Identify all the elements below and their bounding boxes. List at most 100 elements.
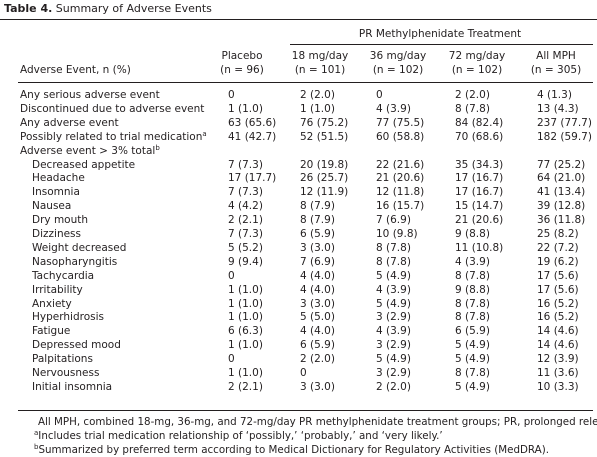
cell: 21 (20.6) [376, 172, 425, 185]
title-label: Table 4. [4, 2, 53, 15]
cell: 8 (7.9) [300, 214, 335, 227]
column-header: 36 mg/day [369, 50, 427, 62]
row-label: Weight decreased [32, 242, 126, 255]
cell: 4 (1.3) [537, 89, 572, 101]
cell: 17 (5.6) [537, 283, 579, 296]
section-label: Adverse event > 3% totalb [20, 143, 160, 158]
column-n: (n = 102) [372, 64, 424, 76]
row-label-text: Fatigue [32, 325, 71, 338]
row-label: Tachycardia [32, 270, 94, 283]
table-title: Table 4. Summary of Adverse Events [4, 2, 212, 15]
row-label: Any adverse event [20, 117, 119, 130]
cell: 6 (6.3) [228, 325, 263, 338]
column-header: 72 mg/day [448, 50, 506, 62]
cell: 0 [376, 89, 383, 101]
row-label-text: Nervousness [32, 367, 100, 379]
column-n: (n = 101) [294, 64, 346, 76]
row-label-text: Tachycardia [32, 269, 95, 282]
cell: 0 [228, 269, 235, 282]
cell: 10 (9.8) [376, 228, 418, 240]
row-label-text: Initial insomnia [32, 380, 113, 393]
cell: 39 (12.8) [537, 200, 586, 213]
footnote-marker: a [202, 129, 207, 138]
footnote: aIncludes trial medication relationship … [34, 430, 443, 443]
cell: 9 (9.4) [228, 255, 263, 268]
cell: 5 (4.9) [376, 353, 411, 366]
cell: 41 (13.4) [537, 186, 586, 199]
row-label-text: Discontinued due to adverse event [20, 102, 205, 115]
cell: 1 (1.0) [300, 102, 335, 115]
cell: 8 (7.8) [455, 311, 490, 324]
cell: 22 (7.2) [537, 241, 579, 254]
row-label: Palpitations [32, 353, 93, 366]
row-label: Irritability [32, 284, 83, 297]
group-header: PR Methylphenidate Treatment [358, 28, 522, 40]
cell: 5 (4.9) [455, 353, 490, 366]
cell: 4 (4.2) [228, 200, 263, 213]
row-label: Anxiety [32, 298, 72, 311]
group-rule [290, 44, 593, 45]
cell: 64 (21.0) [537, 172, 586, 185]
row-label-text: Insomnia [32, 186, 80, 199]
cell: 14 (4.6) [537, 325, 579, 338]
cell: 3 (2.9) [376, 311, 411, 324]
row-label-text: Any adverse event [20, 116, 119, 129]
cell: 4 (4.0) [300, 269, 335, 282]
row-label: Initial insomnia [32, 381, 112, 394]
cell: 11 (3.6) [537, 367, 579, 379]
cell: 3 (3.0) [300, 241, 335, 254]
cell: 60 (58.8) [376, 130, 425, 143]
cell: 5 (4.9) [376, 297, 411, 310]
cell: 15 (14.7) [455, 200, 504, 213]
row-label: Depressed mood [32, 339, 121, 352]
cell: 6 (5.9) [300, 339, 335, 352]
cell: 2 (2.0) [376, 380, 411, 393]
cell: 12 (3.9) [537, 353, 579, 366]
footnote-marker: b [155, 143, 160, 152]
cell: 1 (1.0) [228, 367, 263, 379]
cell: 2 (2.0) [300, 89, 335, 101]
cell: 4 (3.9) [455, 255, 490, 268]
footnote-text: All MPH, combined 18-mg, 36-mg, and 72-m… [38, 416, 597, 428]
row-label: Dizziness [32, 228, 81, 241]
cell: 77 (75.5) [376, 116, 425, 129]
row-label-text: Weight decreased [32, 241, 127, 254]
title-text: Summary of Adverse Events [55, 2, 212, 15]
cell: 4 (3.9) [376, 283, 411, 296]
row-label: Nervousness [32, 367, 99, 380]
column-header: Placebo [221, 50, 263, 62]
cell: 4 (3.9) [376, 325, 411, 338]
cell: 7 (6.9) [376, 214, 411, 227]
cell: 76 (75.2) [300, 116, 349, 129]
row-label: Discontinued due to adverse event [20, 103, 204, 116]
row-label-text: Anxiety [32, 297, 72, 310]
cell: 8 (7.8) [376, 241, 411, 254]
cell: 5 (4.9) [455, 380, 490, 393]
column-header: 18 mg/day [291, 50, 349, 62]
cell: 8 (7.8) [455, 102, 490, 115]
cell: 3 (2.9) [376, 339, 411, 352]
column-n: (n = 102) [451, 64, 503, 76]
cell: 10 (3.3) [537, 380, 579, 393]
cell: 21 (20.6) [455, 214, 504, 227]
top-rule [0, 19, 597, 20]
cell: 63 (65.6) [228, 116, 277, 129]
footnote-marker: a [34, 429, 39, 437]
row-label: Headache [32, 172, 85, 185]
row-label: Decreased appetite [32, 159, 135, 172]
footnote-text: Summarized by preferred term according t… [38, 444, 549, 456]
cell: 5 (5.0) [300, 311, 335, 324]
cell: 8 (7.8) [455, 269, 490, 282]
cell: 26 (25.7) [300, 172, 349, 185]
footnote-text: Includes trial medication relationship o… [38, 430, 443, 442]
cell: 7 (7.3) [228, 186, 263, 199]
cell: 9 (8.8) [455, 283, 490, 296]
cell: 25 (8.2) [537, 228, 579, 240]
cell: 52 (51.5) [300, 130, 349, 143]
cell: 70 (68.6) [455, 130, 504, 143]
cell: 11 (10.8) [455, 241, 504, 254]
cell: 4 (3.9) [376, 102, 411, 115]
row-label: Any serious adverse event [20, 89, 160, 102]
cell: 2 (2.0) [455, 89, 490, 101]
